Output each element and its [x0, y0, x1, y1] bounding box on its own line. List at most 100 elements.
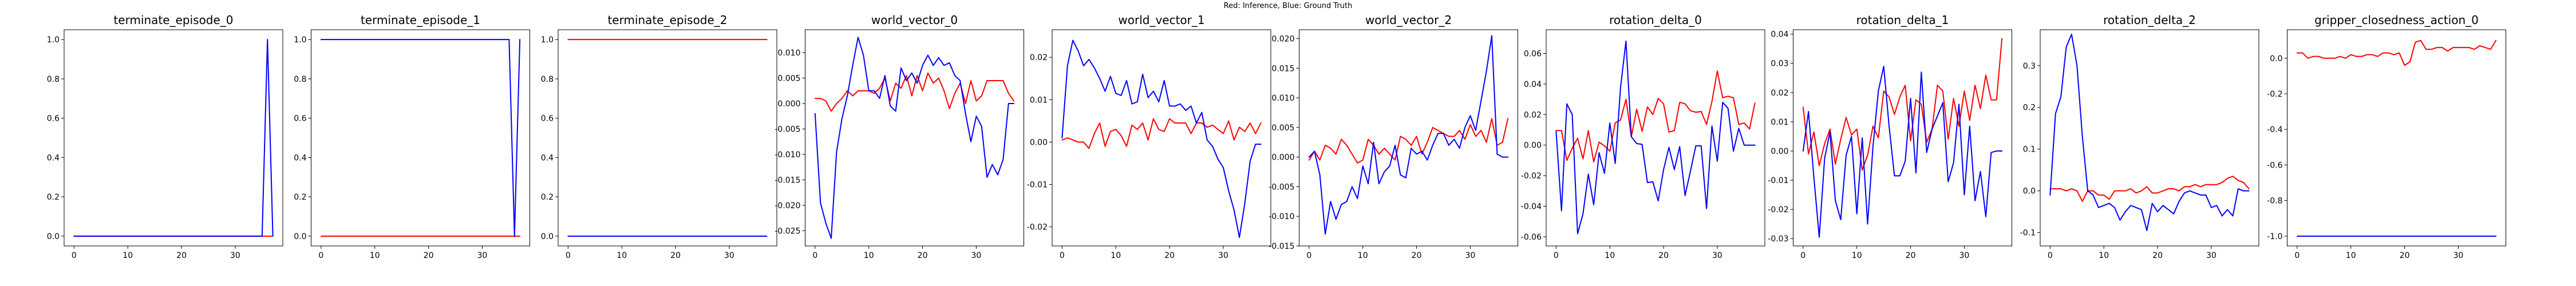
y-tick-label: -0.005: [1269, 182, 1294, 192]
y-tick-label: 0.2: [541, 193, 554, 202]
y-tick-label: 0.6: [294, 114, 306, 124]
x-tick-label: 0: [1306, 251, 1311, 260]
x-tick-label: 20: [2152, 251, 2163, 260]
x-tick-label: 0: [812, 251, 817, 260]
y-tick-label: -0.010: [775, 150, 800, 160]
subplot-grid: terminate_episode_0 0 10 20 30 0.0 0.2 0.4 0.6 0.…: [47, 13, 2506, 260]
y-tick-label: 0.005: [777, 74, 800, 83]
subplot-title: terminate_episode_0: [113, 13, 233, 27]
y-tick-label: 0.005: [1271, 124, 1294, 133]
x-tick-label: 20: [670, 251, 681, 260]
axes-frame: [311, 29, 530, 247]
x-tick-label: 20: [1658, 251, 1669, 260]
ground-truth-line: [2049, 34, 2250, 231]
ground-truth-line: [73, 39, 274, 237]
y-tick-label: 0.01: [1030, 96, 1048, 105]
y-tick-label: 0.6: [47, 114, 60, 124]
x-tick-label: 10: [123, 251, 133, 260]
y-tick-label: -0.015: [775, 176, 800, 185]
y-tick-label: 0.02: [1771, 89, 1788, 98]
y-tick-label: -0.020: [775, 201, 800, 210]
x-tick-label: 30: [230, 251, 240, 260]
subplot-title: rotation_delta_0: [1609, 13, 1702, 27]
y-tick-label: 0.2: [2023, 104, 2036, 113]
y-tick-label: -0.015: [1269, 242, 1294, 251]
ground-truth-line: [320, 39, 521, 237]
axes-frame: [805, 29, 1024, 247]
x-tick-label: 20: [1164, 251, 1175, 260]
x-tick-label: 10: [2099, 251, 2109, 260]
y-tick-label: 0.3: [2023, 62, 2036, 71]
y-tick-label: -0.02: [1768, 205, 1788, 214]
y-tick-label: 0.010: [1271, 94, 1294, 103]
y-tick-label: 0.6: [541, 114, 554, 124]
y-tick-label: 0.02: [1524, 110, 1542, 120]
y-tick-label: 0.0: [47, 232, 60, 241]
y-tick-label: -0.1: [2020, 229, 2036, 238]
y-tick-label: 0.010: [777, 49, 800, 58]
y-tick-label: -0.02: [1521, 172, 1542, 181]
subplot-title: rotation_delta_1: [1856, 13, 1949, 27]
inference-line: [1308, 118, 1509, 164]
x-tick-label: 10: [1358, 251, 1368, 260]
subplot-terminate-episode-1: terminate_episode_1 0 10 20 30 0.0 0.2 0.4 0.6 0.…: [294, 13, 530, 260]
y-tick-label: 0.0: [541, 232, 554, 241]
y-tick-label: 0.0: [294, 232, 306, 241]
subplot-terminate-episode-0: terminate_episode_0 0 10 20 30 0.0 0.2 0.4 0.6 0.…: [47, 13, 283, 260]
subplot-terminate-episode-2: terminate_episode_2 0 10 20 30 0.0 0.2 0.4 0.6 0.…: [541, 13, 777, 260]
x-tick-label: 30: [971, 251, 982, 260]
subplot-title: rotation_delta_2: [2103, 13, 2196, 27]
subplot-rotation-delta-0: rotation_delta_0 0 10 20 30 -0.06 -0.04 -0.02 0.…: [1521, 13, 1765, 260]
y-tick-label: 0.4: [541, 153, 554, 162]
y-tick-label: -0.6: [2267, 161, 2282, 170]
y-tick-label: -0.04: [1521, 202, 1542, 212]
y-tick-label: -1.0: [2267, 232, 2282, 241]
y-tick-label: 0.03: [1771, 59, 1788, 69]
y-tick-label: 0.2: [47, 193, 60, 202]
subplot-rotation-delta-1: rotation_delta_1 0 10 20 30 -0.03 -0.02 -0.01 0.…: [1768, 13, 2012, 260]
inference-line: [2296, 39, 2497, 66]
y-tick-label: 1.0: [294, 35, 306, 45]
x-tick-label: 10: [1605, 251, 1615, 260]
x-tick-label: 0: [1554, 251, 1559, 260]
y-tick-label: 0.4: [47, 153, 60, 162]
y-tick-label: 0.000: [1271, 153, 1294, 162]
x-tick-label: 0: [72, 251, 77, 260]
y-tick-label: 1.0: [47, 35, 60, 45]
x-tick-label: 30: [724, 251, 734, 260]
x-tick-label: 10: [617, 251, 627, 260]
axes-frame: [1546, 29, 1765, 247]
x-tick-label: 30: [1465, 251, 1476, 260]
y-tick-label: -0.8: [2267, 197, 2282, 206]
axes-frame: [558, 29, 777, 247]
y-tick-label: -0.06: [1521, 233, 1542, 242]
subplot-gripper-closedness-action-0: gripper_closedness_action_0 0 10 20 30 -1.0 -0…: [2267, 13, 2506, 260]
x-tick-label: 30: [2206, 251, 2217, 260]
y-tick-label: 0.00: [1771, 147, 1788, 156]
x-tick-label: 20: [424, 251, 434, 260]
axes-frame: [64, 29, 283, 247]
ground-truth-line: [1802, 65, 2003, 238]
x-tick-label: 0: [566, 251, 571, 260]
y-tick-label: 0.4: [294, 153, 306, 162]
axes-frame: [1052, 29, 1271, 247]
ground-truth-line: [1308, 35, 1509, 235]
y-tick-label: 0.000: [777, 100, 800, 109]
subplot-rotation-delta-2: rotation_delta_2 0 10 20 30 -0.1 0.0 0.1 0.2 0.3: [2020, 13, 2259, 260]
x-tick-label: 20: [2400, 251, 2410, 260]
axes-frame: [1299, 29, 1518, 247]
x-tick-label: 30: [1218, 251, 1228, 260]
y-tick-label: -0.01: [1027, 181, 1048, 190]
y-tick-label: -0.03: [1768, 235, 1788, 244]
y-tick-label: 0.02: [1030, 53, 1048, 62]
x-tick-label: 0: [2048, 251, 2053, 260]
ground-truth-line: [1061, 39, 1262, 239]
y-tick-label: -0.2: [2267, 90, 2282, 99]
x-tick-label: 0: [2294, 251, 2300, 260]
y-tick-label: 0.04: [1524, 80, 1542, 89]
y-tick-label: 0.0: [2023, 187, 2036, 196]
subplot-title: world_vector_1: [1118, 13, 1204, 27]
y-tick-label: -0.025: [775, 227, 800, 236]
subplot-title: world_vector_0: [871, 13, 958, 27]
y-tick-label: 0.8: [47, 75, 60, 84]
